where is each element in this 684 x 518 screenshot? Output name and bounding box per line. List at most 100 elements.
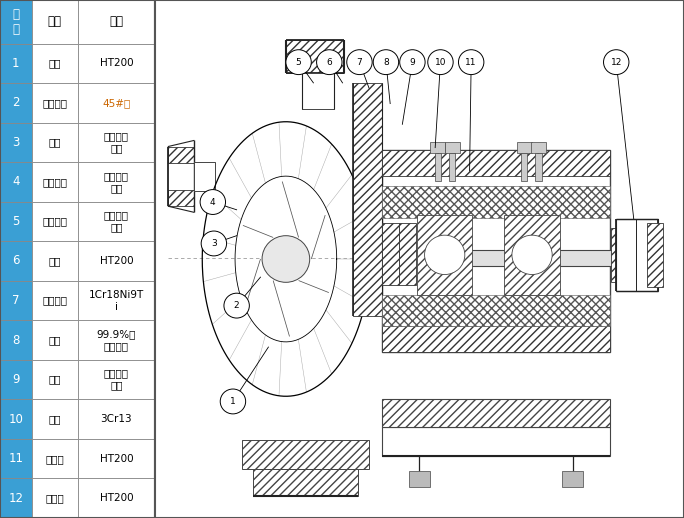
- Bar: [31, 281, 78, 320]
- Bar: [0, 281, 31, 320]
- Circle shape: [286, 50, 311, 75]
- Bar: [31, 241, 78, 281]
- Text: 材质: 材质: [109, 15, 123, 28]
- Circle shape: [603, 50, 629, 75]
- Bar: [521, 153, 527, 181]
- Bar: [168, 147, 194, 163]
- Bar: [382, 427, 610, 456]
- Bar: [0, 0, 31, 44]
- Bar: [31, 360, 78, 399]
- Bar: [531, 142, 546, 153]
- Bar: [0, 360, 31, 399]
- Text: 4: 4: [210, 197, 215, 207]
- Bar: [0, 439, 31, 479]
- Text: 3Cr13: 3Cr13: [101, 414, 132, 424]
- Text: 1: 1: [230, 397, 236, 406]
- Text: 4: 4: [12, 176, 20, 189]
- Circle shape: [262, 236, 310, 282]
- Text: 45#钓: 45#钓: [102, 98, 131, 108]
- Bar: [0, 202, 31, 241]
- Bar: [0, 320, 31, 360]
- Text: 填充四氟
乙烯: 填充四氟 乙烯: [104, 369, 129, 391]
- Circle shape: [399, 50, 425, 75]
- Bar: [382, 295, 610, 326]
- Bar: [611, 228, 628, 282]
- Text: 泵体: 泵体: [49, 59, 61, 68]
- Bar: [647, 223, 663, 287]
- Circle shape: [220, 389, 246, 414]
- Text: HT200: HT200: [99, 454, 133, 464]
- Bar: [252, 469, 358, 496]
- Text: 12: 12: [8, 492, 23, 505]
- Bar: [382, 399, 610, 427]
- Bar: [0, 83, 31, 123]
- Bar: [434, 153, 441, 181]
- Circle shape: [224, 293, 250, 318]
- Text: 9: 9: [12, 373, 20, 386]
- Bar: [168, 190, 194, 206]
- Text: 10: 10: [435, 57, 446, 67]
- Bar: [0, 479, 31, 518]
- Bar: [78, 320, 155, 360]
- Text: 动环: 动环: [49, 375, 61, 384]
- Bar: [78, 202, 155, 241]
- Text: 7: 7: [356, 57, 363, 67]
- Bar: [31, 123, 78, 162]
- Text: 6: 6: [326, 57, 332, 67]
- Bar: [31, 162, 78, 202]
- Bar: [449, 153, 456, 181]
- Bar: [562, 471, 583, 487]
- Circle shape: [373, 50, 399, 75]
- Bar: [516, 142, 531, 153]
- Text: 轴承体: 轴承体: [46, 454, 64, 464]
- Circle shape: [317, 50, 342, 75]
- Bar: [31, 439, 78, 479]
- Text: HT200: HT200: [99, 256, 133, 266]
- Bar: [0, 162, 31, 202]
- Text: 8: 8: [383, 57, 389, 67]
- Text: 3: 3: [12, 136, 20, 149]
- Text: 泵盖衆里: 泵盖衆里: [42, 217, 68, 226]
- Bar: [31, 202, 78, 241]
- Bar: [417, 215, 472, 295]
- Bar: [302, 73, 334, 109]
- Text: HT200: HT200: [99, 59, 133, 68]
- Text: 5: 5: [295, 57, 302, 67]
- Text: 泵盖: 泵盖: [49, 256, 61, 266]
- Circle shape: [425, 235, 465, 275]
- Bar: [31, 44, 78, 83]
- Text: 8: 8: [12, 334, 20, 347]
- Bar: [78, 439, 155, 479]
- Text: 2: 2: [234, 301, 239, 310]
- Text: 6: 6: [12, 254, 20, 267]
- Bar: [78, 83, 155, 123]
- Bar: [353, 250, 623, 266]
- Text: 名称: 名称: [48, 15, 62, 28]
- Bar: [409, 471, 430, 487]
- Bar: [536, 153, 542, 181]
- Text: 静环: 静环: [49, 335, 61, 345]
- Bar: [194, 162, 215, 191]
- Text: 99.9%氧
化铝陶瓷: 99.9%氧 化铝陶瓷: [96, 329, 136, 351]
- Bar: [0, 399, 31, 439]
- Text: HT200: HT200: [99, 493, 133, 503]
- Text: 3: 3: [211, 239, 217, 248]
- Bar: [78, 360, 155, 399]
- Text: 7: 7: [12, 294, 20, 307]
- Bar: [504, 215, 560, 295]
- Bar: [31, 83, 78, 123]
- Bar: [353, 83, 382, 316]
- Text: 11: 11: [8, 452, 23, 465]
- Text: 序
号: 序 号: [12, 7, 19, 36]
- Bar: [31, 0, 78, 44]
- Bar: [382, 326, 610, 352]
- Text: 聚全氟乙
丙烯: 聚全氟乙 丙烯: [104, 210, 129, 233]
- Text: 叶轮骨架: 叶轮骨架: [42, 98, 68, 108]
- Bar: [399, 223, 416, 285]
- Text: 5: 5: [12, 215, 20, 228]
- Circle shape: [200, 190, 226, 214]
- Bar: [31, 479, 78, 518]
- Bar: [382, 186, 610, 218]
- Bar: [78, 281, 155, 320]
- Text: 泵体衆里: 泵体衆里: [42, 177, 68, 187]
